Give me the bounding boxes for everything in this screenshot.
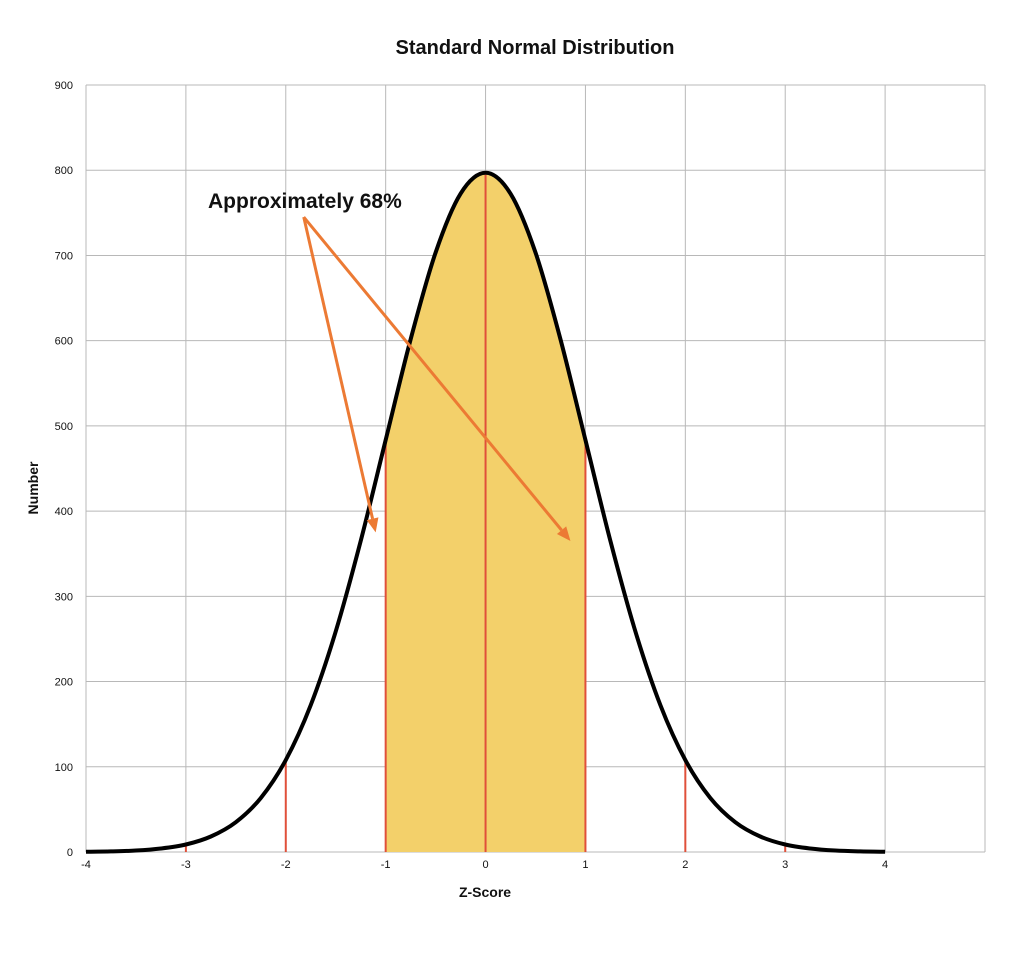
y-tick-label: 800 xyxy=(55,165,73,177)
x-tick-label: -2 xyxy=(281,859,291,871)
y-tick-label: 600 xyxy=(55,336,73,348)
y-tick-label: 400 xyxy=(55,506,73,518)
x-tick-label: -1 xyxy=(381,859,391,871)
y-tick-label: 200 xyxy=(55,677,73,689)
y-tick-label: 300 xyxy=(55,591,73,603)
annotation-arrows xyxy=(302,216,571,541)
x-tick-label: 3 xyxy=(782,859,788,871)
arrow-head-icon xyxy=(556,526,571,541)
y-axis-label: Number xyxy=(25,461,41,514)
annotation-text: Approximately 68% xyxy=(208,190,402,213)
y-tick-label: 900 xyxy=(55,80,73,92)
x-tick-label: 2 xyxy=(682,859,688,871)
arrow-head-icon xyxy=(366,517,379,533)
arrow-shaft xyxy=(302,216,563,532)
normal-curve xyxy=(85,170,886,854)
x-tick-label: 4 xyxy=(882,859,888,871)
x-tick-labels: -4 -3 -2 -1 0 1 2 3 4 xyxy=(81,859,888,871)
y-tick-label: 500 xyxy=(55,421,73,433)
arrow-shaft xyxy=(302,216,375,520)
y-tick-labels: 0 100 200 300 400 500 600 700 800 900 xyxy=(55,80,73,859)
y-tick-label: 0 xyxy=(67,847,73,859)
reference-lines xyxy=(184,174,787,852)
y-tick-label: 700 xyxy=(55,250,73,262)
chart-title: Standard Normal Distribution xyxy=(396,37,675,59)
x-axis-label: Z-Score xyxy=(459,884,511,900)
x-tick-label: -3 xyxy=(181,859,191,871)
x-tick-label: -4 xyxy=(81,859,91,871)
x-tick-label: 0 xyxy=(482,859,488,871)
y-tick-label: 100 xyxy=(55,762,73,774)
x-tick-label: 1 xyxy=(582,859,588,871)
